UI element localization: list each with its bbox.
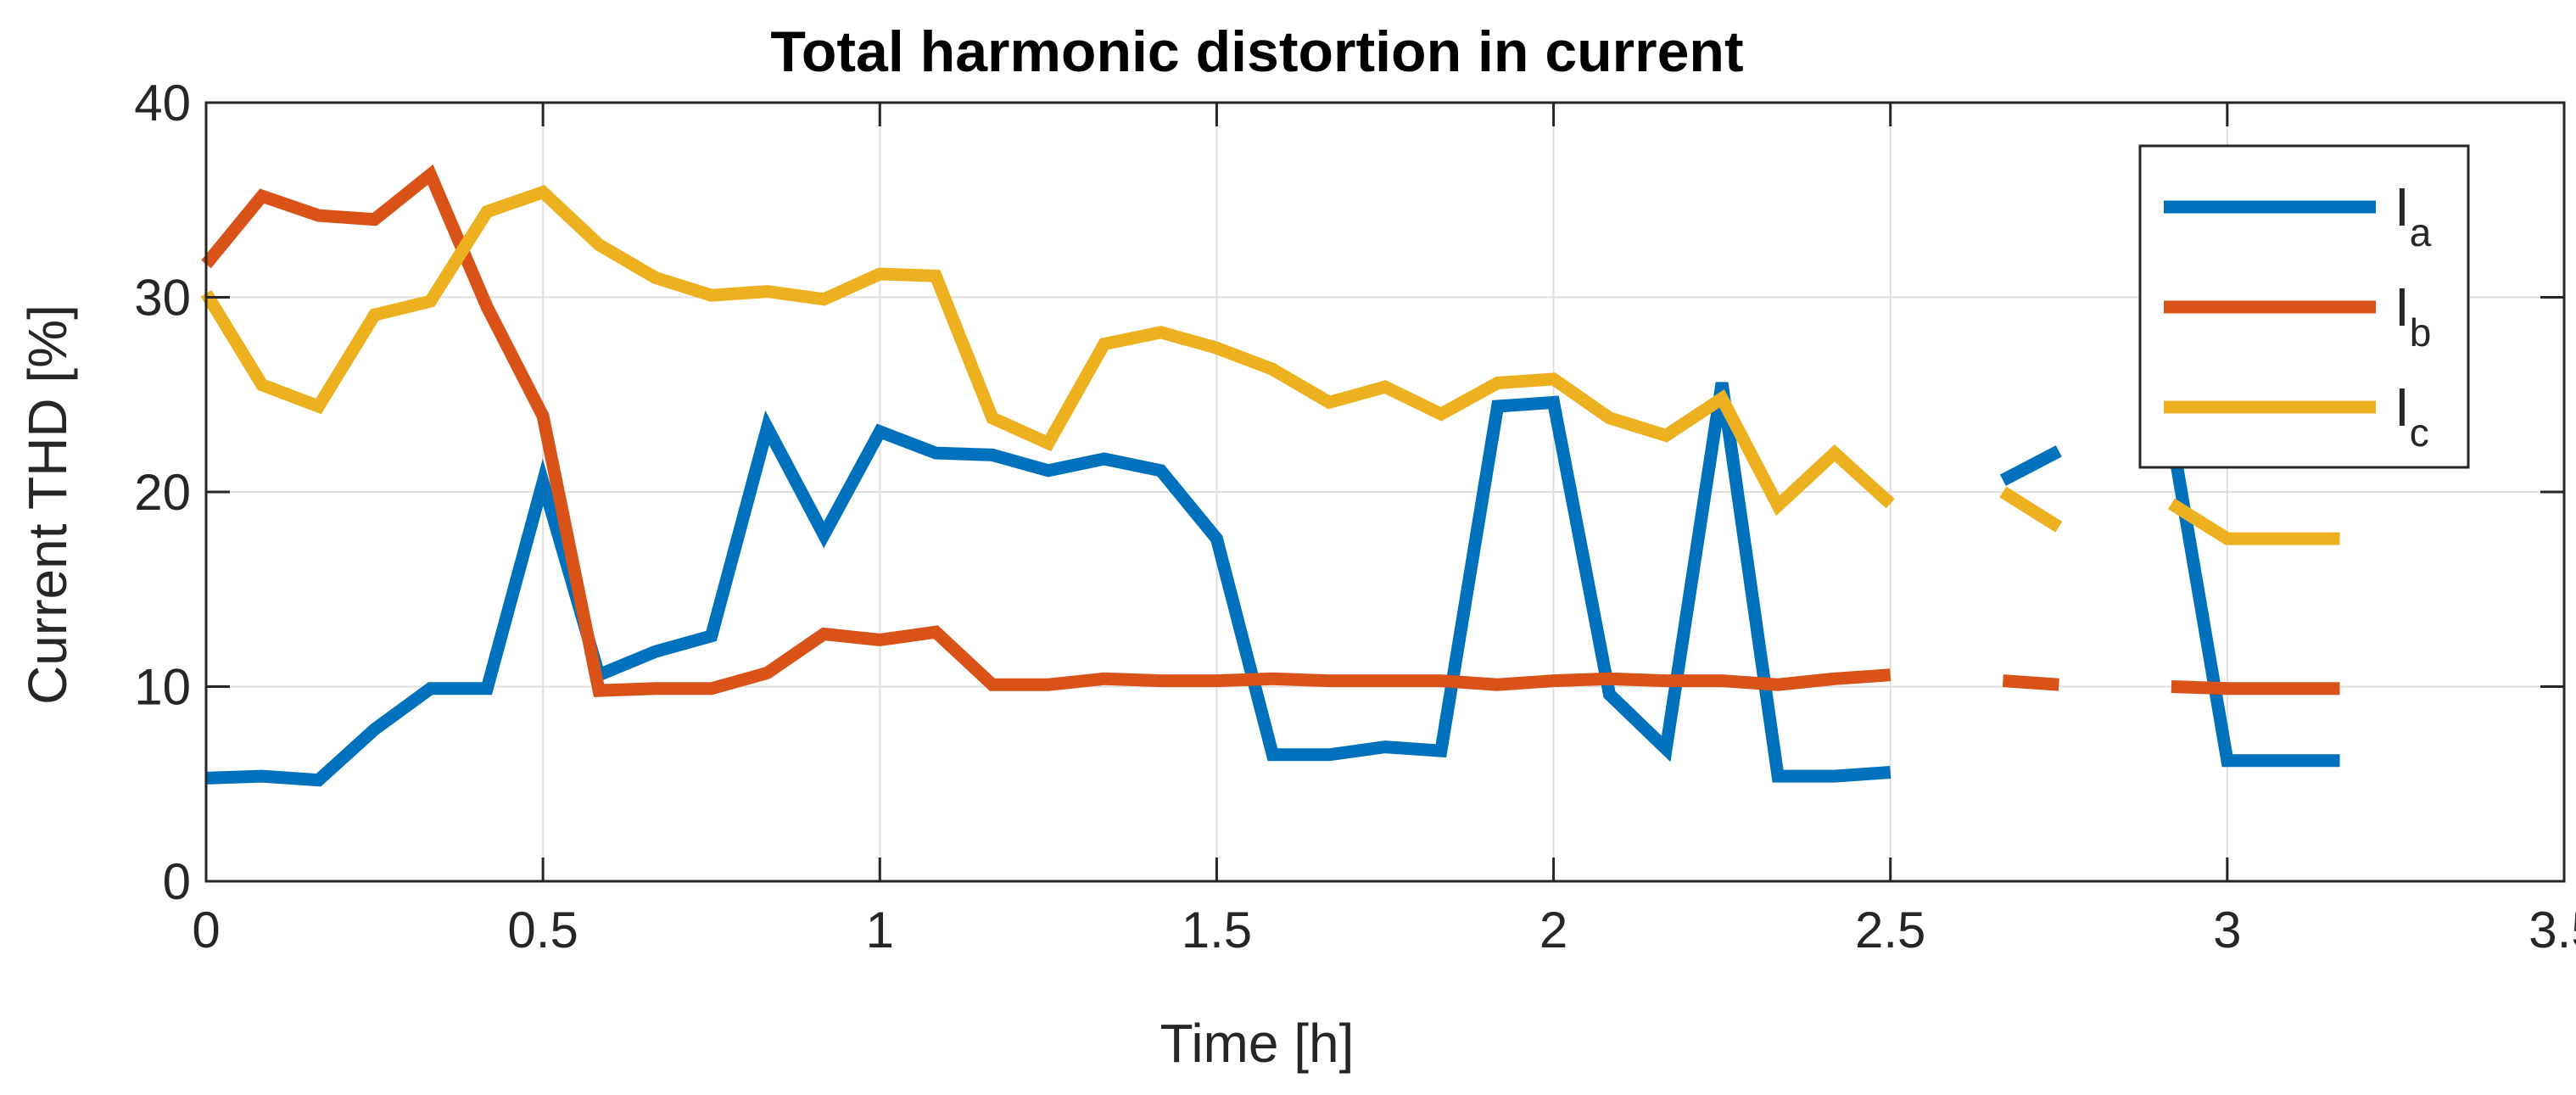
legend-entry-subscript: b	[2410, 310, 2432, 355]
x-axis-label: Time [h]	[1160, 1013, 1355, 1074]
y-tick-label: 30	[134, 270, 191, 327]
y-tick-label: 20	[134, 464, 191, 521]
legend-entry-subscript: c	[2410, 411, 2429, 455]
series-line-b	[201, 164, 2340, 697]
y-tick-label: 0	[163, 853, 191, 910]
y-tick-label: 40	[134, 75, 191, 131]
x-tick-label: 3	[2213, 902, 2241, 958]
x-tick-label: 3.5	[2529, 902, 2576, 958]
x-tick-label: 1	[866, 902, 894, 958]
x-tick-label: 0.5	[507, 902, 578, 958]
series-line-c	[200, 185, 2340, 545]
legend-entry-subscript: a	[2410, 210, 2432, 254]
x-tick-label: 2	[1539, 902, 1567, 958]
series-lines	[200, 164, 2340, 787]
y-axis-label: Current THD [%]	[17, 304, 78, 705]
x-tick-label: 0	[192, 902, 220, 958]
chart-title: Total harmonic distortion in current	[770, 20, 1743, 84]
x-tick-label: 1.5	[1182, 902, 1252, 958]
series-line-a	[205, 382, 2340, 787]
y-tick-label: 10	[134, 659, 191, 716]
x-tick-label: 2.5	[1855, 902, 1925, 958]
